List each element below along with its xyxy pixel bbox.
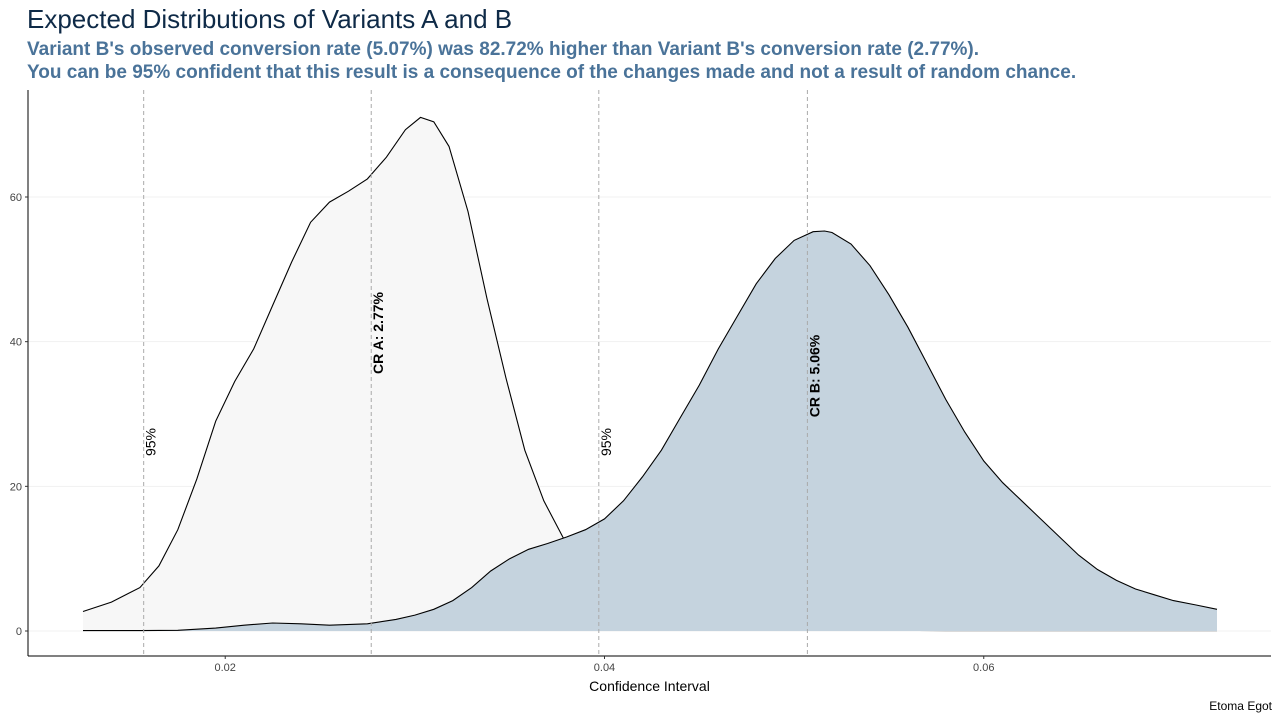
y-tick-label: 20 [10,481,22,493]
chart-subtitle-line-2: You can be 95% confident that this resul… [27,62,1077,83]
x-tick-label: 0.04 [594,662,615,674]
reference-lines: 95% CR A: 2.77% 95% CR B: 5.06% [143,90,822,656]
x-tick-label: 0.06 [973,662,994,674]
x-tick-label: 0.02 [215,662,236,674]
chart-subtitle-line-1: Variant B's observed conversion rate (5.… [27,39,980,60]
y-tick-label: 60 [10,192,22,204]
conversion-rate-label: CR B: 5.06% [806,334,822,417]
y-tick-label: 40 [10,337,22,349]
conversion-rate-label: CR A: 2.77% [370,291,386,374]
confidence-label: 95% [143,428,159,456]
y-tick-label: 0 [16,626,22,638]
axis-ticks: 0.02 0.04 0.06 0 20 40 60 [10,192,995,674]
chart-caption: Etoma Egot [1209,699,1272,713]
density-line-b [83,230,1218,632]
chart-title: Expected Distributions of Variants A and… [27,4,513,34]
density-area-b [83,231,1217,631]
density-area-a [83,117,1217,631]
density-areas [82,116,1218,632]
confidence-label: 95% [598,428,614,456]
x-axis-title: Confidence Interval [589,678,710,694]
